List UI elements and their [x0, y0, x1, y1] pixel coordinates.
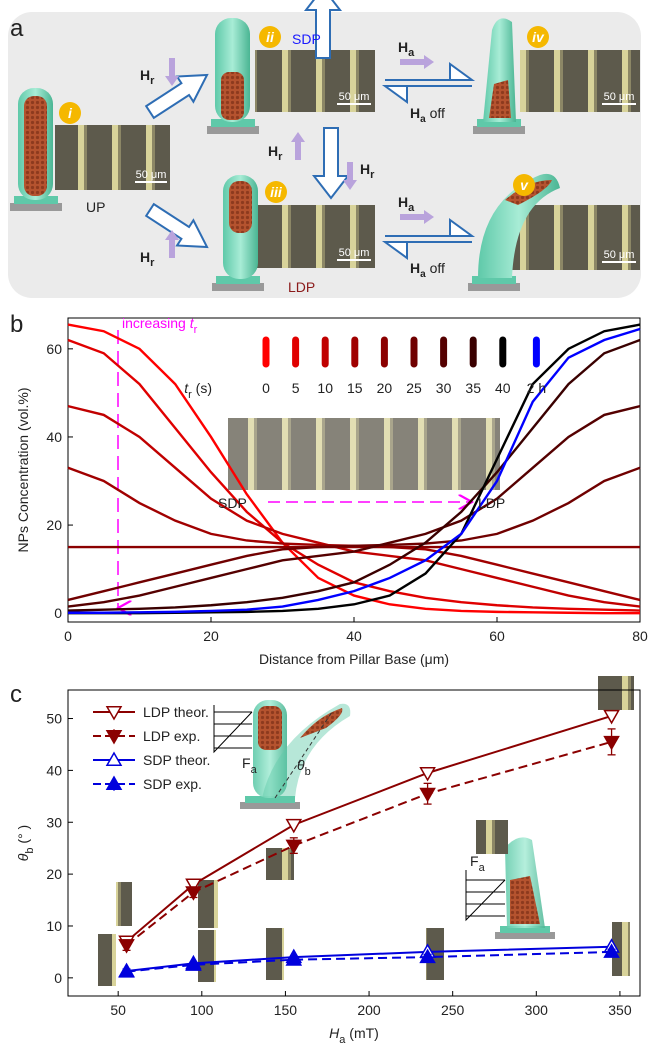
y-axis-label-part: (° )	[15, 825, 31, 848]
y-tick-label: 0	[54, 970, 62, 986]
legend-label: 40	[495, 380, 511, 396]
y-tick-label: 20	[46, 517, 62, 533]
transition-label: SDP	[218, 495, 247, 511]
stage-name: UP	[86, 199, 105, 215]
x-tick-label: 350	[608, 1002, 632, 1018]
scale-bar-label: 50 μm	[339, 91, 370, 103]
scale-bar-label: 50 μm	[339, 247, 370, 259]
y-tick-label: 50	[46, 711, 62, 727]
annotation-part: increasing	[122, 315, 190, 331]
stage-name: SDP	[292, 31, 321, 47]
inset-label-part: F	[242, 755, 251, 771]
y-axis-label: θb (° )	[15, 825, 36, 861]
legend-title-part: (s)	[192, 380, 212, 396]
x-tick-label: 200	[357, 1002, 381, 1018]
inset-label-part: a	[479, 862, 486, 874]
legend-label: 10	[317, 380, 333, 396]
y-tick-label: 40	[46, 429, 62, 445]
stage-numeral: v	[520, 177, 529, 193]
y-tick-label: 10	[46, 918, 62, 934]
x-tick-label: 100	[190, 1002, 214, 1018]
scale-bar-label: 50 μm	[604, 91, 635, 103]
x-tick-label: 40	[346, 628, 362, 644]
legend-label: 25	[406, 380, 422, 396]
legend-title: tr (s)	[184, 380, 212, 401]
annotation-part: r	[194, 324, 198, 336]
x-tick-label: 50	[110, 1002, 126, 1018]
y-axis-label: NPs Concentration (vol.%)	[15, 388, 31, 553]
legend-label: SDP exp.	[143, 776, 202, 792]
x-axis-label: Distance from Pillar Base (μm)	[259, 651, 449, 667]
stage-numeral: ii	[266, 29, 275, 45]
stage-numeral: iii	[270, 184, 283, 200]
transition-label: LDP	[478, 495, 505, 511]
pillar-image-strip	[228, 418, 500, 490]
panel-c-insets: c	[10, 676, 634, 986]
inset-label: Fa	[470, 853, 486, 874]
marker	[287, 820, 301, 832]
y-tick-label: 0	[54, 605, 62, 621]
panel-label: b	[10, 311, 23, 338]
legend-label: LDP exp.	[143, 728, 200, 744]
x-tick-label: 150	[274, 1002, 298, 1018]
figure: a 50 μm 50 μm 50 μm 50 μm 50 μm Hr Hr Hr…	[0, 0, 649, 1045]
legend-label: 20	[377, 380, 393, 396]
legend-label: 5	[292, 380, 300, 396]
legend-label: 30	[436, 380, 452, 396]
stage-name: LDP	[288, 279, 315, 295]
annotation: increasing tr	[122, 315, 198, 336]
stage-numeral: iv	[532, 29, 545, 45]
scale-bar-label: 50 μm	[136, 169, 167, 181]
x-tick-label: 60	[489, 628, 505, 644]
x-axis-label: Ha (mT)	[329, 1025, 379, 1045]
marker	[120, 940, 134, 952]
scale-bar-label: 50 μm	[604, 249, 635, 261]
legend-label: 35	[465, 380, 481, 396]
bending-diagram	[214, 700, 350, 809]
panel-b-insets: b	[10, 311, 500, 608]
x-tick-label: 80	[632, 628, 648, 644]
panel-label: a	[10, 15, 24, 42]
panel-a: a 50 μm 50 μm 50 μm 50 μm 50 μm Hr Hr Hr…	[8, 0, 641, 298]
inset-label-part: F	[470, 853, 479, 869]
legend-label: 0	[262, 380, 270, 396]
x-tick-label: 300	[525, 1002, 549, 1018]
x-axis-label-part: (mT)	[345, 1025, 378, 1041]
inset-label-part: a	[251, 764, 258, 776]
bending-images	[98, 676, 634, 986]
y-tick-label: 40	[46, 762, 62, 778]
inset-label-part: b	[305, 766, 311, 778]
legend-label: 2 h	[527, 380, 546, 396]
legend-label: LDP theor.	[143, 704, 209, 720]
x-tick-label: 0	[64, 628, 72, 644]
y-tick-label: 30	[46, 814, 62, 830]
legend-label: SDP theor.	[143, 752, 210, 768]
legend-label: 15	[347, 380, 363, 396]
panel-label: c	[10, 681, 22, 708]
y-tick-label: 20	[46, 866, 62, 882]
x-tick-label: 20	[203, 628, 219, 644]
y-tick-label: 60	[46, 341, 62, 357]
marker	[421, 788, 435, 800]
x-tick-label: 250	[441, 1002, 465, 1018]
